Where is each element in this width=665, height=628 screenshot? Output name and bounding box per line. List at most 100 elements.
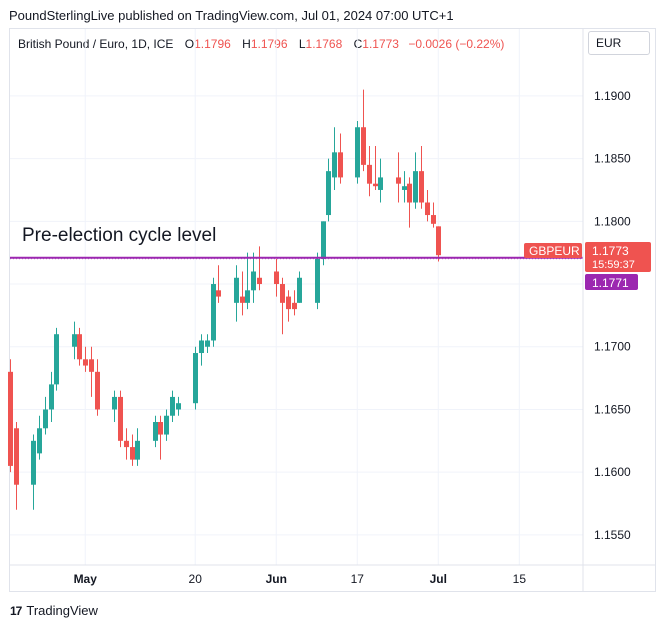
candle-body <box>413 171 418 203</box>
x-tick-label: Jun <box>266 572 287 586</box>
candle <box>118 390 123 448</box>
candle-body <box>89 359 94 372</box>
candle-body <box>153 422 158 441</box>
candle <box>234 265 239 322</box>
y-tick-label: 1.1800 <box>594 214 631 228</box>
candle-body <box>367 164 372 184</box>
candle-body <box>14 428 19 485</box>
symbol-tag-bg <box>524 243 582 258</box>
candle <box>396 152 401 203</box>
currency-selector[interactable]: EUR <box>588 31 650 55</box>
candle-body <box>355 127 360 178</box>
candle-body <box>257 277 262 285</box>
candle <box>280 277 285 335</box>
footer: 17 TradingView <box>10 603 98 618</box>
candle <box>43 396 48 435</box>
candle <box>407 177 412 228</box>
candle <box>124 428 129 460</box>
candle <box>164 409 169 441</box>
candle-body <box>402 186 407 190</box>
candle-body <box>431 215 436 224</box>
last-price-tag: 1.1773 <box>592 244 629 258</box>
line-price-tag-bg <box>585 274 638 290</box>
candle <box>274 258 279 297</box>
ohlc-legend: British Pound / Euro, 1D, ICE O1.1796 H1… <box>18 37 504 51</box>
candle <box>112 390 117 423</box>
low-value: 1.1768 <box>305 37 343 51</box>
candle <box>14 422 19 510</box>
candle <box>378 158 383 203</box>
candle <box>402 171 407 203</box>
symbol-tag: GBPEUR <box>529 244 580 258</box>
candle <box>199 334 204 366</box>
candle <box>37 415 42 460</box>
y-tick-label: 1.1700 <box>594 340 631 354</box>
x-tick-label: 17 <box>351 572 365 586</box>
candle <box>153 415 158 448</box>
candle <box>297 271 302 303</box>
candle-body <box>245 290 250 303</box>
y-tick-label: 1.1650 <box>594 402 631 416</box>
candle <box>257 246 262 291</box>
time-axis[interactable]: May 20 Jun 17 Jul 15 <box>9 564 656 586</box>
candle <box>245 252 250 310</box>
candle <box>130 434 135 466</box>
price-axis[interactable]: 1.15501.16001.16501.17001.17501.18001.18… <box>582 28 631 592</box>
candle-body <box>361 127 366 165</box>
y-tick-label: 1.1600 <box>594 465 631 479</box>
candle <box>431 202 436 228</box>
candle-body <box>338 152 343 178</box>
candle <box>338 133 343 184</box>
candle <box>286 290 291 322</box>
candle-body <box>164 415 169 435</box>
candle-body <box>211 284 216 341</box>
candle-body <box>193 353 198 404</box>
candle <box>83 346 88 372</box>
candle <box>176 396 181 416</box>
candle-body <box>234 277 239 303</box>
line-price-tag: 1.1771 <box>592 276 629 290</box>
candle <box>373 146 378 190</box>
candle <box>95 359 100 416</box>
candle-body <box>315 258 320 303</box>
candle-body <box>321 221 326 259</box>
candle-body <box>112 396 117 410</box>
candle-body <box>199 340 204 354</box>
candle <box>367 146 372 197</box>
candle-body <box>373 183 378 187</box>
candle-body <box>407 183 412 203</box>
x-tick-label: May <box>74 572 98 586</box>
close-value: 1.1773 <box>362 37 399 51</box>
candle-body <box>292 302 297 310</box>
candle <box>135 428 140 466</box>
last-price-tag-bg <box>585 242 651 272</box>
candle <box>436 226 441 262</box>
open-value: 1.1796 <box>194 37 231 51</box>
candle-body <box>297 277 302 303</box>
price-tags: GBPEUR 1.1773 15:59:37 1.1771 <box>524 242 651 290</box>
candle-body <box>72 334 77 347</box>
candle <box>72 321 77 360</box>
candle <box>205 334 210 354</box>
symbol-title[interactable]: British Pound / Euro, 1D, ICE <box>18 37 174 51</box>
candle <box>31 434 36 510</box>
change-value: −0.0026 (−0.22%) <box>408 37 505 51</box>
candle-body <box>436 226 441 256</box>
candle <box>170 390 175 423</box>
candle-body <box>286 296 291 310</box>
x-tick-label: Jul <box>430 572 447 586</box>
close-label: C <box>353 37 363 51</box>
candle-body <box>170 396 175 416</box>
candle-body <box>216 290 221 297</box>
candle <box>240 271 245 316</box>
candle-body <box>378 177 383 190</box>
candle <box>211 277 216 347</box>
candle <box>54 327 59 391</box>
low-label: L <box>298 37 306 51</box>
candle-body <box>205 340 210 347</box>
candles <box>8 89 441 510</box>
candle-body <box>43 409 48 429</box>
candle-body <box>37 428 42 454</box>
candle <box>89 346 94 397</box>
